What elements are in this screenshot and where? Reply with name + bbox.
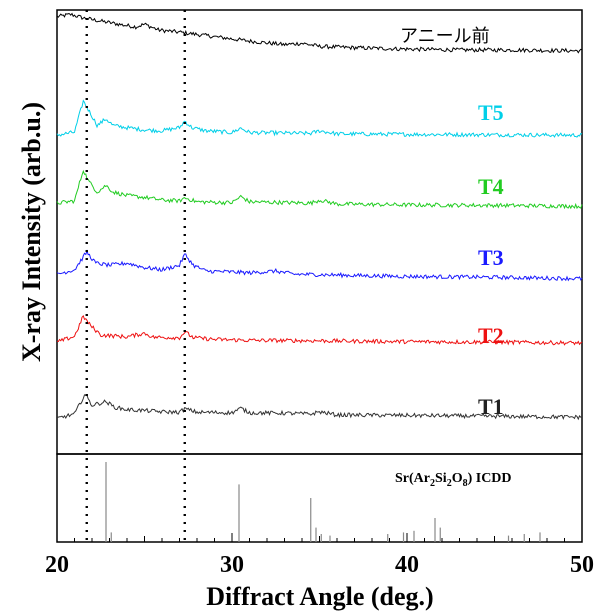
series-label-t2: T2	[478, 323, 504, 348]
x-tick-label-50: 50	[570, 552, 594, 578]
x-tick-label-30: 30	[220, 552, 244, 578]
series-line-1	[56, 99, 583, 138]
x-axis-label: Diffract Angle (deg.)	[206, 582, 433, 611]
reference-panel-frame	[56, 453, 583, 543]
reference-peaks-layer	[105, 462, 541, 542]
icdd-prefix: Sr(Ar	[395, 471, 430, 486]
series-line-4	[56, 314, 583, 346]
x-tick-label-40: 40	[395, 552, 419, 578]
reference-lines-layer	[85, 10, 186, 542]
x-tick-label-20: 20	[45, 552, 69, 578]
series-label-t3: T3	[478, 245, 504, 270]
series-line-0	[56, 12, 583, 54]
series-line-2	[56, 169, 583, 210]
main-plot-frame	[56, 9, 583, 455]
series-line-3	[56, 249, 583, 282]
series-label-t4: T4	[478, 174, 504, 199]
icdd-suffix: ) ICDD	[468, 471, 512, 486]
series-label-t1: T1	[478, 394, 504, 419]
icdd-sub1: 2	[430, 478, 435, 489]
icdd-o: O	[452, 471, 463, 486]
icdd-label: Sr(Ar2Si2O8) ICDD	[395, 471, 512, 489]
x-ticks-layer: 20 30 40 50	[45, 533, 594, 578]
series-label-t5: T5	[478, 100, 504, 125]
series-line-5	[56, 394, 583, 421]
series-label-annealing-before: アニール前	[400, 26, 490, 47]
icdd-sub3: 8	[463, 478, 468, 489]
series-layer	[56, 12, 583, 421]
icdd-mid: Si	[435, 471, 447, 486]
y-axis-label: X-ray Intensity (arb.u.)	[17, 102, 46, 362]
icdd-sub2: 2	[447, 478, 452, 489]
